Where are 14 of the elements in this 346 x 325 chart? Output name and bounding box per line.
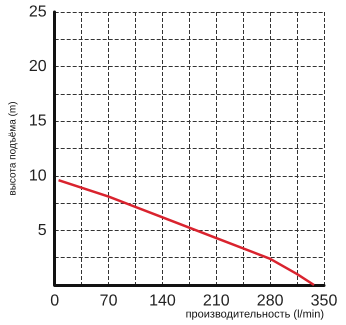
x-tick-label: 350	[310, 292, 338, 310]
y-tick-label: 5	[38, 222, 47, 239]
y-tick-label: 25	[28, 4, 47, 20]
y-tick-label: 10	[28, 167, 47, 184]
x-axis-title: производительность (l/min)	[186, 308, 324, 320]
y-tick-label: 15	[28, 112, 47, 130]
x-tick-label: 70	[100, 292, 118, 310]
x-tick-label: 280	[256, 292, 284, 310]
x-tick-label: 140	[149, 292, 176, 310]
y-tick-label: 20	[28, 58, 47, 76]
y-axis-title: высота подъёма (m)	[8, 101, 18, 196]
line-series	[57, 178, 316, 286]
x-tick-label: 210	[202, 292, 230, 310]
x-tick-label: 0	[50, 292, 60, 310]
